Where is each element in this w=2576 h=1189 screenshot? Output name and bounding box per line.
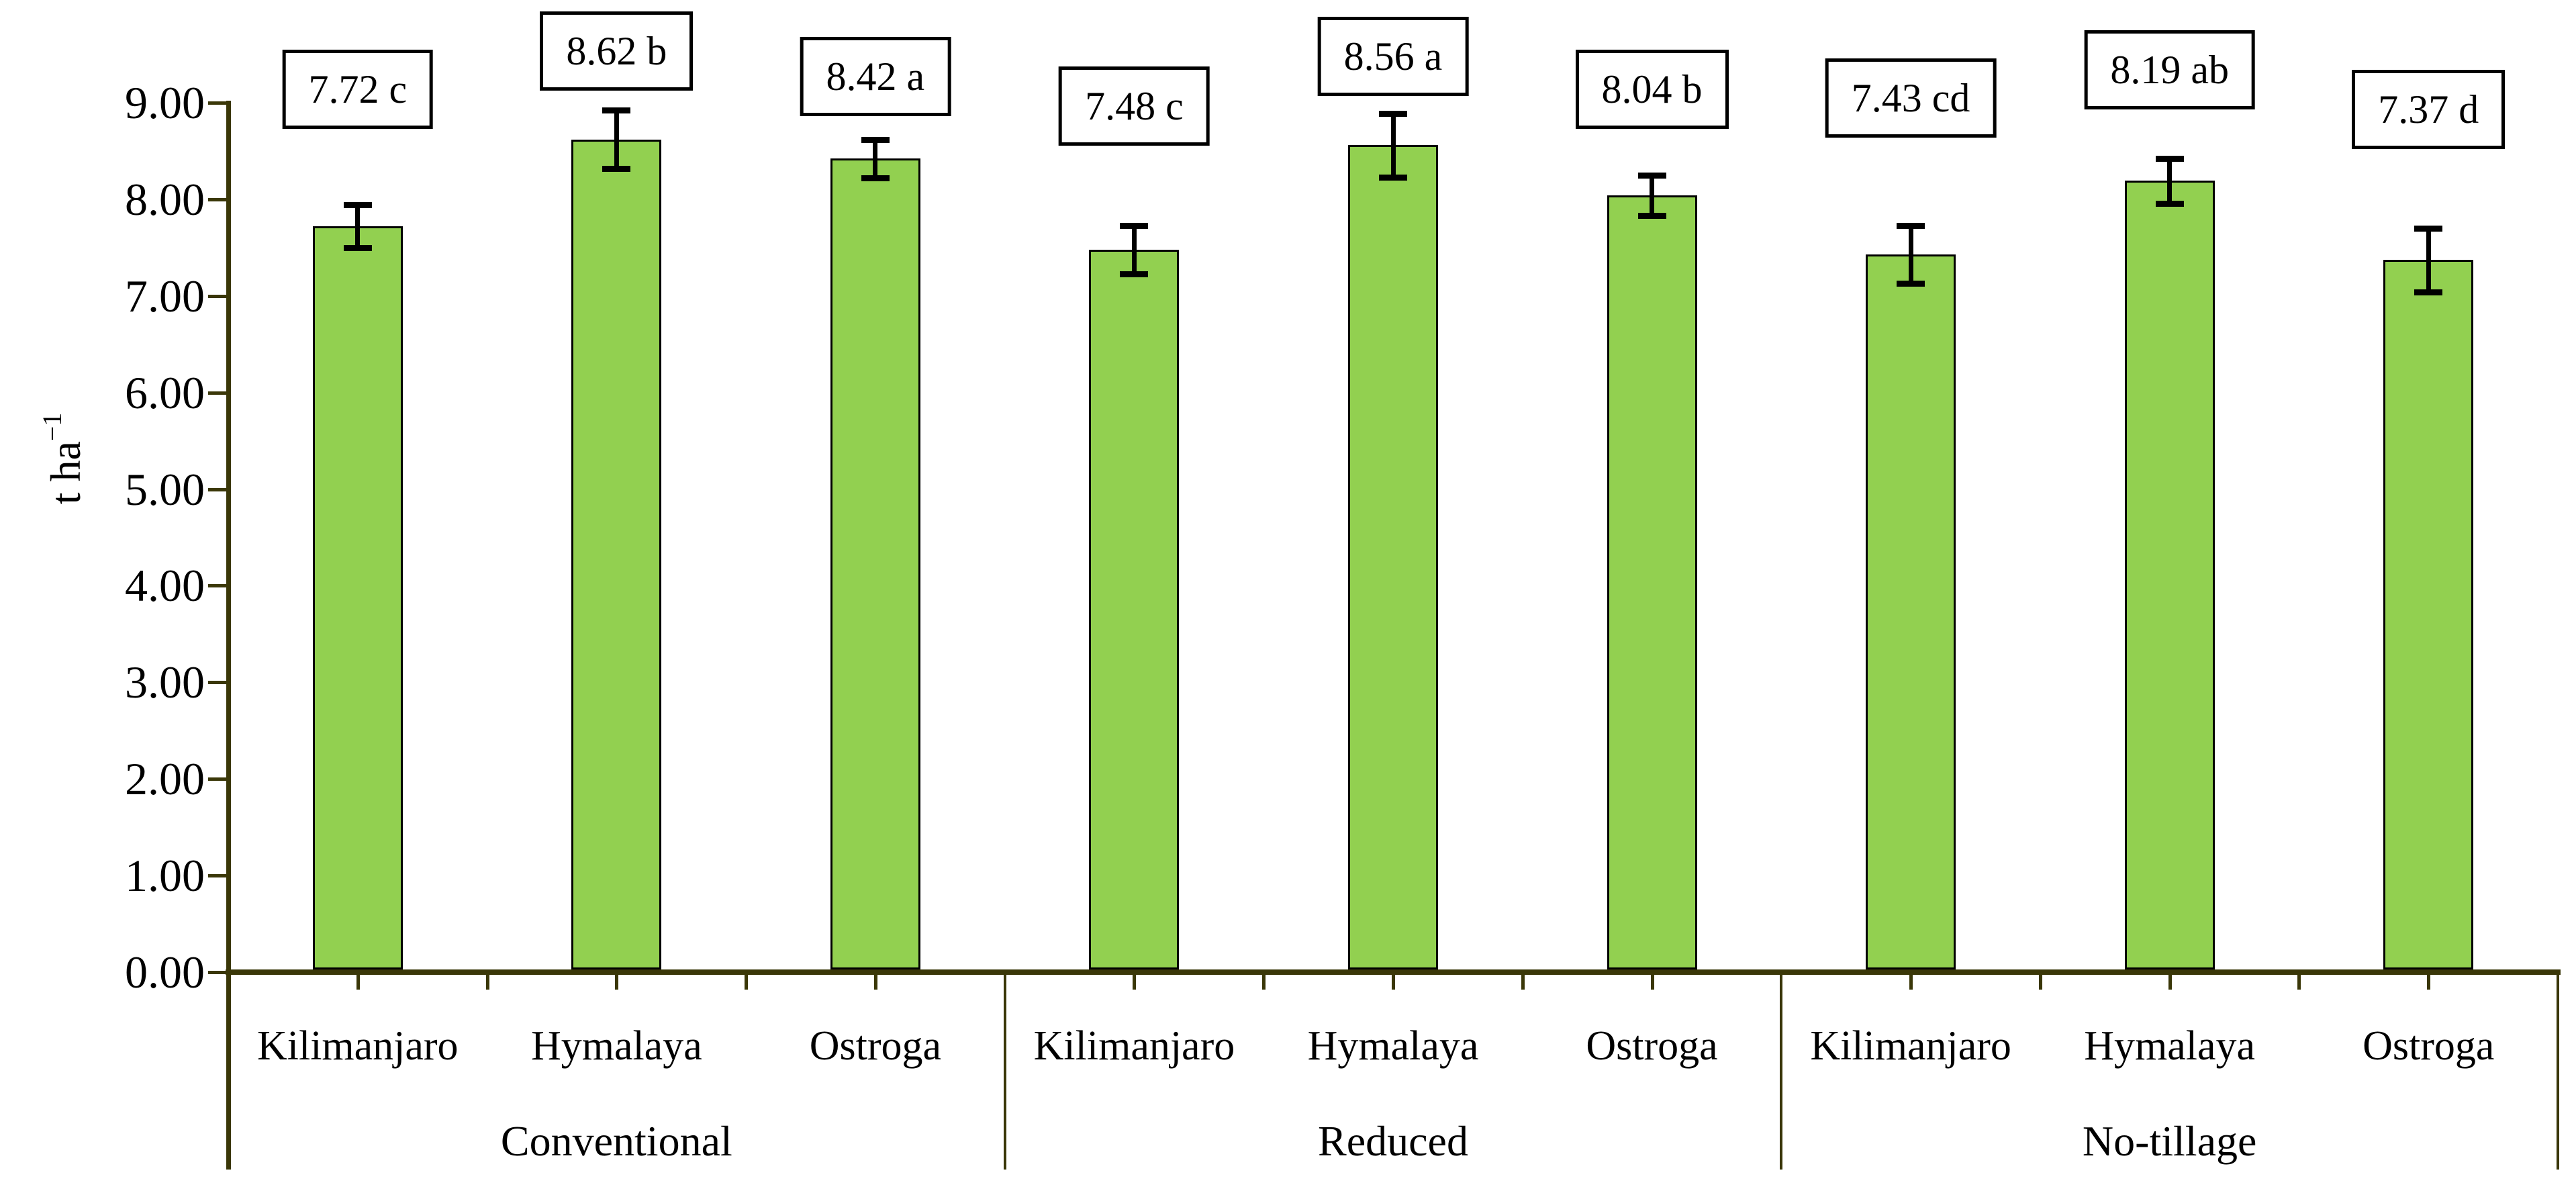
y-tick-label: 2.00 xyxy=(125,753,205,805)
bar xyxy=(1089,249,1180,969)
x-tick xyxy=(615,972,619,990)
category-label: Ostroga xyxy=(2363,1023,2495,1069)
category-label: Ostroga xyxy=(809,1023,942,1069)
data-label-box: 7.48 c xyxy=(1059,66,1210,146)
category-label: Kilimanjaro xyxy=(1810,1023,2011,1069)
group-label: Reduced xyxy=(1318,1117,1468,1165)
y-tick-label: 1.00 xyxy=(125,850,205,902)
error-bar-bottom-cap xyxy=(1637,213,1666,220)
error-bar-bottom-cap xyxy=(2155,200,2184,207)
y-tick xyxy=(208,197,228,201)
y-axis-line xyxy=(226,101,231,1170)
group-separator xyxy=(1003,972,1006,1170)
y-tick-label: 6.00 xyxy=(125,367,205,418)
y-tick-label: 0.00 xyxy=(125,947,205,998)
data-label-box: 8.42 a xyxy=(800,37,951,116)
error-bar xyxy=(1131,225,1137,274)
x-tick xyxy=(2427,972,2431,990)
category-label: Hymalaya xyxy=(1307,1023,1479,1069)
data-label-box: 7.37 d xyxy=(2352,70,2506,149)
error-bar-bottom-cap xyxy=(2414,289,2443,295)
y-tick xyxy=(208,681,228,685)
bar xyxy=(2124,181,2215,969)
y-tick-label: 9.00 xyxy=(125,77,205,128)
error-bar-top-cap xyxy=(343,202,372,209)
group-label: Conventional xyxy=(500,1117,732,1165)
category-label: Ostroga xyxy=(1586,1023,1718,1069)
error-bar-bottom-cap xyxy=(1379,174,1407,181)
error-bar-top-cap xyxy=(2155,156,2184,162)
x-tick xyxy=(1262,972,1266,990)
data-label-box: 7.72 c xyxy=(282,50,434,129)
bar xyxy=(1607,195,1697,969)
group-separator xyxy=(1780,972,1783,1170)
x-tick xyxy=(1650,972,1654,990)
y-tick xyxy=(208,487,228,491)
error-bar-bottom-cap xyxy=(861,175,890,182)
category-label: Hymalaya xyxy=(2084,1023,2256,1069)
y-tick-label: 8.00 xyxy=(125,173,205,225)
error-bar-top-cap xyxy=(1379,110,1407,117)
x-tick xyxy=(1133,972,1137,990)
data-label-box: 8.62 b xyxy=(540,11,694,91)
error-bar xyxy=(2426,228,2431,292)
error-bar xyxy=(873,139,878,179)
error-bar xyxy=(1650,175,1655,216)
x-tick xyxy=(745,972,749,990)
error-bar xyxy=(614,110,619,169)
error-bar-top-cap xyxy=(1897,222,1925,229)
y-tick-label: 5.00 xyxy=(125,463,205,515)
error-bar-top-cap xyxy=(1120,222,1149,229)
x-tick xyxy=(2038,972,2042,990)
data-label-box: 7.43 cd xyxy=(1825,58,1997,138)
category-label: Kilimanjaro xyxy=(1033,1023,1235,1069)
error-bar xyxy=(2167,158,2173,203)
error-bar xyxy=(1908,225,1913,283)
error-bar-bottom-cap xyxy=(1120,271,1149,277)
y-tick xyxy=(208,874,228,878)
x-tick xyxy=(873,972,877,990)
bar xyxy=(830,158,920,969)
error-bar-top-cap xyxy=(602,107,631,114)
error-bar-top-cap xyxy=(861,136,890,143)
bar xyxy=(1866,254,1956,969)
x-tick xyxy=(1909,972,1913,990)
y-tick xyxy=(208,101,228,105)
x-tick xyxy=(356,972,360,990)
bar xyxy=(571,139,662,969)
y-tick-label: 7.00 xyxy=(125,270,205,322)
y-tick-label: 3.00 xyxy=(125,657,205,708)
data-label-box: 8.56 a xyxy=(1317,17,1469,96)
y-tick xyxy=(208,294,228,298)
group-separator xyxy=(2557,972,2559,1170)
group-label: No-tillage xyxy=(2082,1117,2257,1165)
x-tick xyxy=(1392,972,1395,990)
bar xyxy=(312,226,403,969)
error-bar-top-cap xyxy=(1637,172,1666,179)
y-tick xyxy=(208,777,228,781)
category-label: Hymalaya xyxy=(530,1023,702,1069)
y-tick xyxy=(208,584,228,588)
bar xyxy=(2383,260,2474,969)
error-bar xyxy=(1390,113,1396,177)
category-label: Kilimanjaro xyxy=(256,1023,459,1069)
error-bar xyxy=(355,205,361,248)
y-tick-label: 4.00 xyxy=(125,560,205,612)
x-tick xyxy=(2297,972,2301,990)
error-bar-top-cap xyxy=(2414,225,2443,232)
error-bar-bottom-cap xyxy=(602,165,631,172)
bar xyxy=(1348,145,1438,969)
x-tick xyxy=(1521,972,1525,990)
error-bar-bottom-cap xyxy=(1897,280,1925,287)
data-label-box: 8.04 b xyxy=(1575,50,1729,129)
y-tick xyxy=(208,971,228,974)
y-tick xyxy=(208,391,228,395)
data-label-box: 8.19 ab xyxy=(2084,30,2255,109)
x-tick xyxy=(2168,972,2172,990)
error-bar-bottom-cap xyxy=(343,244,372,251)
x-tick xyxy=(485,972,489,990)
